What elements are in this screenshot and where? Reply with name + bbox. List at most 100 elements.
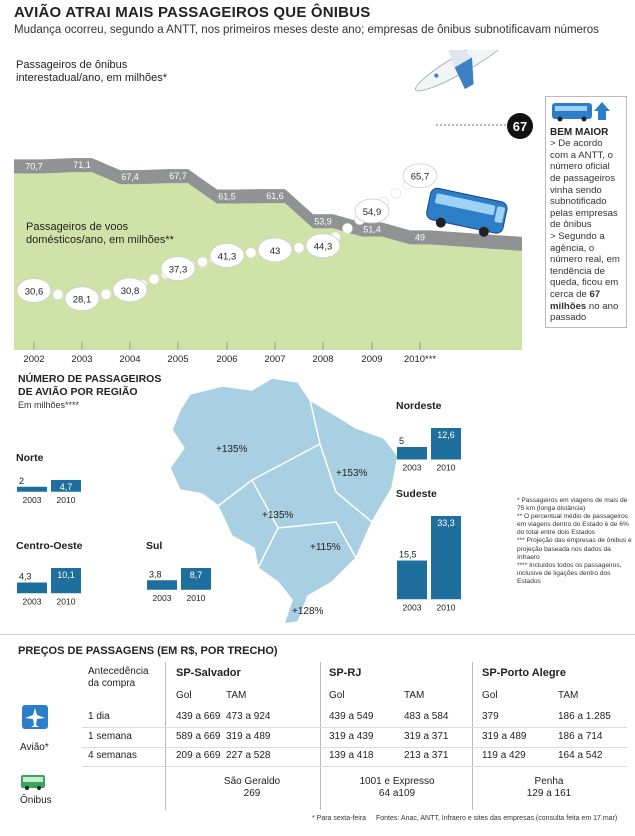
price-cell: 319 a 371 bbox=[404, 731, 449, 742]
brazil-shape bbox=[169, 377, 399, 625]
info-box-p2-end: no ano passado bbox=[550, 300, 619, 324]
bus-price-value-2: 64 a109 bbox=[378, 788, 416, 799]
region-bar-value: 10,1 bbox=[57, 570, 75, 580]
annotation-circle bbox=[507, 113, 533, 139]
price-cell: 227 a 528 bbox=[226, 750, 271, 761]
x-tick-label: 2005 bbox=[167, 354, 188, 365]
region-name: Centro-Oeste bbox=[16, 540, 83, 552]
source-note: Fontes: Anac, ANTT, Infraero e sites das… bbox=[376, 815, 618, 822]
region-bar-value: 4,7 bbox=[60, 482, 73, 492]
col-divider-2 bbox=[472, 662, 473, 810]
price-cell: 473 a 924 bbox=[226, 711, 271, 722]
bus-company-3: Penha bbox=[534, 776, 564, 787]
region-year-label: 2003 bbox=[23, 596, 42, 606]
air-point-cloud bbox=[112, 277, 148, 303]
growth-centro-oeste: +135% bbox=[262, 510, 294, 521]
region-bar-value: 12,6 bbox=[437, 430, 455, 440]
region-bar bbox=[17, 486, 47, 492]
price-row-divider bbox=[82, 727, 627, 728]
x-tick-label: 2009 bbox=[361, 354, 382, 365]
growth-sudeste: +115% bbox=[310, 542, 341, 553]
airplane-icon bbox=[415, 50, 512, 92]
x-tick-label: 2010*** bbox=[404, 354, 437, 365]
region-bar bbox=[147, 580, 177, 590]
trail-puff bbox=[390, 188, 402, 199]
air-series-label: Passageiros de voos domésticos/ano, em mi… bbox=[26, 221, 175, 246]
bus-value-label: 70,7 bbox=[25, 161, 43, 171]
bus-value-label: 49 bbox=[415, 232, 425, 242]
region-year-label: 2010 bbox=[57, 495, 76, 505]
region-bar-value: 4,3 bbox=[19, 572, 32, 582]
region-title: NÚMERO DE PASSAGEIROS DE AVIÃO POR REGIÃ… bbox=[18, 373, 162, 398]
region-bar-value: 3,8 bbox=[149, 569, 162, 579]
info-box-title: BEM MAIOR bbox=[550, 126, 609, 138]
trail-puff bbox=[342, 223, 353, 234]
col-divider-0 bbox=[165, 662, 166, 810]
bus-series-label: Passageiros de ônibus interestadual/ano, … bbox=[16, 59, 168, 84]
region-bar-value: 8,7 bbox=[190, 570, 203, 580]
bus-price-3: Penha 129 a 161 bbox=[474, 776, 624, 800]
footnotes: * Passageiros em viagens de mais de 75 k… bbox=[517, 497, 633, 586]
region-chart-nordeste: Nordeste 5 2003 12,6 2010 bbox=[396, 400, 476, 479]
airline-header: TAM bbox=[226, 690, 247, 701]
bus-price-1: São Geraldo 269 bbox=[182, 776, 322, 800]
bus-series-band bbox=[14, 158, 522, 251]
x-tick-label: 2007 bbox=[264, 354, 285, 365]
airline-header: Gol bbox=[176, 690, 192, 701]
region-bar bbox=[181, 568, 211, 590]
air-point-cloud bbox=[160, 256, 196, 281]
price-footnote: * Para sexta-feira bbox=[312, 815, 367, 822]
airline-header: TAM bbox=[404, 690, 425, 701]
air-point-cloud bbox=[402, 163, 438, 189]
bus-label: Ônibus bbox=[20, 795, 52, 806]
air-value-label: 28,1 bbox=[73, 295, 92, 306]
trail-puff bbox=[52, 289, 64, 300]
prices-title: PREÇOS DE PASSAGENS (EM R$, POR TRECHO) bbox=[18, 645, 278, 657]
bus-company-1: São Geraldo bbox=[223, 776, 281, 787]
region-bar-value: 15,5 bbox=[399, 550, 417, 560]
price-cell: 319 a 489 bbox=[226, 731, 271, 742]
plane-table-icon bbox=[22, 705, 48, 729]
bus-icon bbox=[426, 187, 508, 237]
price-cell: 483 a 584 bbox=[404, 711, 449, 722]
price-cell: 209 a 669 bbox=[176, 750, 221, 761]
price-cell: 319 a 489 bbox=[482, 731, 527, 742]
bus-price-value-1: 269 bbox=[243, 788, 261, 799]
info-box-p2-bold: 67 milhões bbox=[550, 288, 601, 312]
region-chart-sul: Sul 3,8 2003 8,7 2010 bbox=[146, 540, 226, 609]
region-bar-value: 2 bbox=[19, 476, 24, 486]
price-row-label: 4 semanas bbox=[88, 750, 137, 761]
region-year-label: 2010 bbox=[437, 602, 456, 612]
air-point-cloud bbox=[257, 237, 293, 263]
trail-puff bbox=[293, 242, 305, 254]
trail-puff bbox=[100, 288, 112, 300]
price-cell: 164 a 542 bbox=[558, 750, 603, 761]
region-bar bbox=[431, 516, 461, 600]
airline-header: Gol bbox=[329, 690, 345, 701]
air-point-cloud bbox=[354, 198, 390, 224]
region-bars: 3,8 2003 8,7 2010 bbox=[147, 568, 211, 603]
region-bar bbox=[397, 447, 427, 460]
region-subtitle: Em milhões**** bbox=[18, 400, 80, 410]
price-cell: 119 a 429 bbox=[482, 750, 526, 761]
annotation-value: 67 bbox=[513, 119, 527, 134]
bus-company-2: 1001 e Expresso bbox=[359, 776, 435, 787]
region-bars: 4,3 2003 10,1 2010 bbox=[17, 568, 81, 606]
main-title: AVIÃO ATRAI MAIS PASSAGEIROS QUE ÔNIBUS bbox=[14, 4, 371, 21]
air-value-label: 30,6 bbox=[25, 286, 44, 297]
trail-puff bbox=[245, 247, 257, 259]
price-cell: 213 a 371 bbox=[404, 750, 449, 761]
x-tick-label: 2008 bbox=[312, 354, 333, 365]
region-name: Sudeste bbox=[396, 488, 437, 500]
route-header-3: SP-Porto Alegre bbox=[482, 667, 566, 679]
region-year-label: 2010 bbox=[57, 596, 76, 606]
growth-norte: +135% bbox=[216, 444, 248, 455]
bus-value-label: 53,9 bbox=[314, 216, 332, 226]
price-cell: 439 a 549 bbox=[329, 711, 374, 722]
trail-puff bbox=[197, 256, 208, 268]
bus-value-label: 71,1 bbox=[73, 160, 91, 170]
note-2: ** O percentual médio de passageiros em … bbox=[517, 513, 629, 537]
air-value-label: 54,9 bbox=[363, 207, 382, 218]
price-cell: 319 a 439 bbox=[329, 731, 374, 742]
air-point-cloud bbox=[16, 278, 52, 303]
